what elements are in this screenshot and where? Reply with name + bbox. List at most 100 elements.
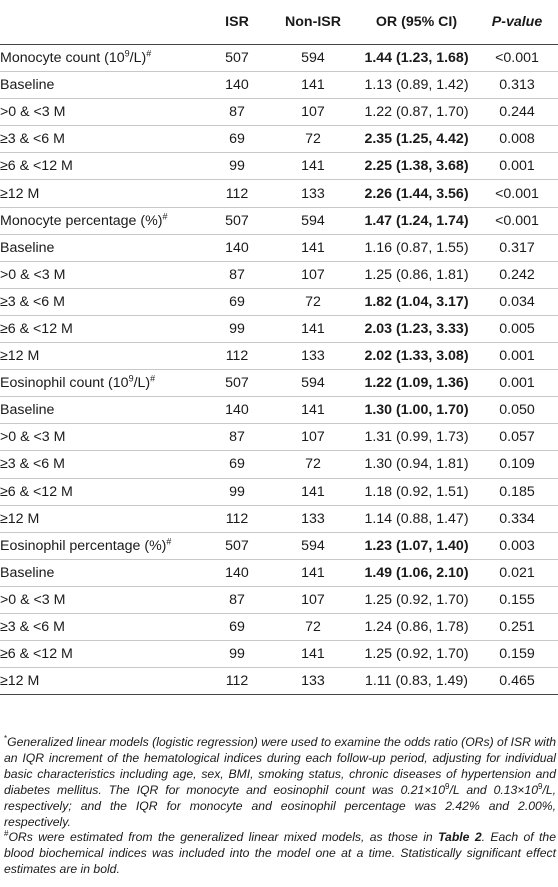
table-row: Baseline 140 141 1.30 (1.00, 1.70) 0.050 xyxy=(0,396,558,425)
table-row: >0 & <3 M 87 107 1.22 (0.87, 1.70) 0.244 xyxy=(0,98,558,127)
p-value-cell: 0.109 xyxy=(476,450,558,479)
row-label-cell: Baseline xyxy=(0,234,205,262)
odds-ratio-cell: 1.14 (0.88, 1.47) xyxy=(357,505,476,533)
non-isr-count-cell: 594 xyxy=(269,532,357,560)
odds-ratio-cell: 1.31 (0.99, 1.73) xyxy=(357,423,476,452)
table-row: ≥12 M 112 133 2.26 (1.44, 3.56) <0.001 xyxy=(0,179,558,208)
header-non-isr: Non-ISR xyxy=(269,0,357,45)
table-row: Eosinophil count (109/L)# 507 594 1.22 (1.0… xyxy=(0,369,558,398)
row-label: ≥6 & <12 M xyxy=(0,646,73,663)
non-isr-count-cell: 133 xyxy=(269,179,357,208)
header-or: OR (95% CI) xyxy=(357,0,476,45)
odds-ratio-cell: 1.24 (0.86, 1.78) xyxy=(357,613,476,642)
p-value-cell: 0.001 xyxy=(476,152,558,181)
row-label: Baseline xyxy=(0,77,55,94)
table-row: >0 & <3 M 87 107 1.25 (0.92, 1.70) 0.155 xyxy=(0,586,558,614)
row-label-cell: Eosinophil count (109/L)# xyxy=(0,369,205,398)
p-value-cell: 0.005 xyxy=(476,315,558,344)
row-label: Eosinophil count (10 xyxy=(0,375,129,392)
isr-count-cell: 112 xyxy=(205,342,269,371)
non-isr-count-cell: 107 xyxy=(269,261,357,289)
p-value-cell: 0.155 xyxy=(476,586,558,614)
footnote-1-mark: * xyxy=(4,733,8,743)
footnote-1-text-a: Generalized linear models (logistic regr… xyxy=(4,735,556,797)
row-label-footnote-mark: # xyxy=(166,536,172,546)
odds-ratio-cell: 2.02 (1.33, 3.08) xyxy=(357,342,476,371)
row-label-cell: >0 & <3 M xyxy=(0,586,205,614)
p-value-cell: <0.001 xyxy=(476,44,558,73)
table-row: ≥6 & <12 M 99 141 2.25 (1.38, 3.68) 0.001 xyxy=(0,152,558,181)
non-isr-count-cell: 141 xyxy=(269,640,357,669)
non-isr-count-cell: 141 xyxy=(269,478,357,506)
isr-count-cell: 507 xyxy=(205,44,269,73)
table-row: ≥6 & <12 M 99 141 1.25 (0.92, 1.70) 0.159 xyxy=(0,640,558,669)
isr-count-cell: 507 xyxy=(205,369,269,398)
row-label-superscript: 9 xyxy=(124,48,130,59)
odds-ratio-cell: 2.03 (1.23, 3.33) xyxy=(357,315,476,344)
non-isr-count-cell: 594 xyxy=(269,207,357,235)
odds-ratio-cell: 1.25 (0.92, 1.70) xyxy=(357,586,476,614)
row-label-unit: /L) xyxy=(133,375,151,392)
p-value-cell: 0.008 xyxy=(476,125,558,154)
non-isr-count-cell: 133 xyxy=(269,667,357,696)
non-isr-count-cell: 141 xyxy=(269,396,357,425)
header-row: ISR Non-ISR OR (95% CI) P-value xyxy=(0,0,558,45)
footnote-2-text-a: ORs were estimated from the generalized … xyxy=(8,830,439,845)
footnote-1: *Generalized linear models (logistic reg… xyxy=(4,733,556,830)
table-row: ≥3 & <6 M 69 72 1.30 (0.94, 1.81) 0.109 xyxy=(0,450,558,479)
p-value-cell: <0.001 xyxy=(476,179,558,208)
row-label: >0 & <3 M xyxy=(0,104,66,121)
isr-count-cell: 99 xyxy=(205,478,269,506)
row-label: ≥3 & <6 M xyxy=(0,293,65,310)
table-row: >0 & <3 M 87 107 1.31 (0.99, 1.73) 0.057 xyxy=(0,423,558,452)
row-label-cell: Baseline xyxy=(0,396,205,425)
row-label: Baseline xyxy=(0,402,55,419)
odds-ratio-cell: 1.16 (0.87, 1.55) xyxy=(357,234,476,262)
row-label-cell: ≥6 & <12 M xyxy=(0,478,205,506)
table-row: ≥6 & <12 M 99 141 2.03 (1.23, 3.33) 0.005 xyxy=(0,315,558,344)
odds-ratio-cell: 2.26 (1.44, 3.56) xyxy=(357,179,476,208)
isr-count-cell: 507 xyxy=(205,532,269,560)
row-label-cell: Monocyte count (109/L)# xyxy=(0,44,205,73)
row-label-cell: ≥12 M xyxy=(0,342,205,371)
row-label: ≥12 M xyxy=(0,348,40,365)
non-isr-count-cell: 141 xyxy=(269,315,357,344)
row-label: Eosinophil percentage (%) xyxy=(0,537,167,554)
p-value-cell: 0.185 xyxy=(476,478,558,506)
isr-count-cell: 112 xyxy=(205,667,269,696)
p-value-cell: 0.317 xyxy=(476,234,558,262)
row-label-cell: ≥6 & <12 M xyxy=(0,640,205,669)
footnote-2-mark: # xyxy=(4,829,9,839)
non-isr-count-cell: 107 xyxy=(269,423,357,452)
odds-ratio-cell: 1.23 (1.07, 1.40) xyxy=(357,532,476,560)
odds-ratio-cell: 1.13 (0.89, 1.42) xyxy=(357,71,476,100)
table-row: ≥3 & <6 M 69 72 1.82 (1.04, 3.17) 0.034 xyxy=(0,288,558,316)
table-row: Baseline 140 141 1.49 (1.06, 2.10) 0.021 xyxy=(0,559,558,587)
row-label-cell: ≥12 M xyxy=(0,505,205,533)
non-isr-count-cell: 133 xyxy=(269,505,357,533)
row-label-unit: /L) xyxy=(129,50,147,67)
odds-ratio-cell: 1.22 (0.87, 1.70) xyxy=(357,98,476,127)
table-body: Monocyte count (109/L)# 507 594 1.44 (1.23,… xyxy=(0,44,558,696)
table-row: ≥12 M 112 133 1.11 (0.83, 1.49) 0.465 xyxy=(0,667,558,696)
p-value-cell: 0.001 xyxy=(476,369,558,398)
table-row: ≥3 & <6 M 69 72 2.35 (1.25, 4.42) 0.008 xyxy=(0,125,558,154)
row-label: Baseline xyxy=(0,239,55,256)
results-table: ISR Non-ISR OR (95% CI) P-value Monocyte… xyxy=(0,0,558,696)
row-label-cell: >0 & <3 M xyxy=(0,261,205,289)
odds-ratio-cell: 1.22 (1.09, 1.36) xyxy=(357,369,476,398)
row-label: ≥12 M xyxy=(0,673,40,690)
odds-ratio-cell: 1.82 (1.04, 3.17) xyxy=(357,288,476,316)
row-label: Monocyte count (10 xyxy=(0,50,125,67)
p-value-cell: 0.251 xyxy=(476,613,558,642)
row-label-cell: Eosinophil percentage (%)# xyxy=(0,532,205,560)
p-value-cell: 0.021 xyxy=(476,559,558,587)
isr-count-cell: 69 xyxy=(205,288,269,316)
odds-ratio-cell: 1.44 (1.23, 1.68) xyxy=(357,44,476,73)
isr-count-cell: 87 xyxy=(205,423,269,452)
table-2-reference: Table 2 xyxy=(438,830,482,845)
header-p-value: P-value xyxy=(476,0,558,45)
footnote-1-text-c: /L, respectively; and the IQR for monocy… xyxy=(4,782,556,829)
isr-count-cell: 140 xyxy=(205,71,269,100)
